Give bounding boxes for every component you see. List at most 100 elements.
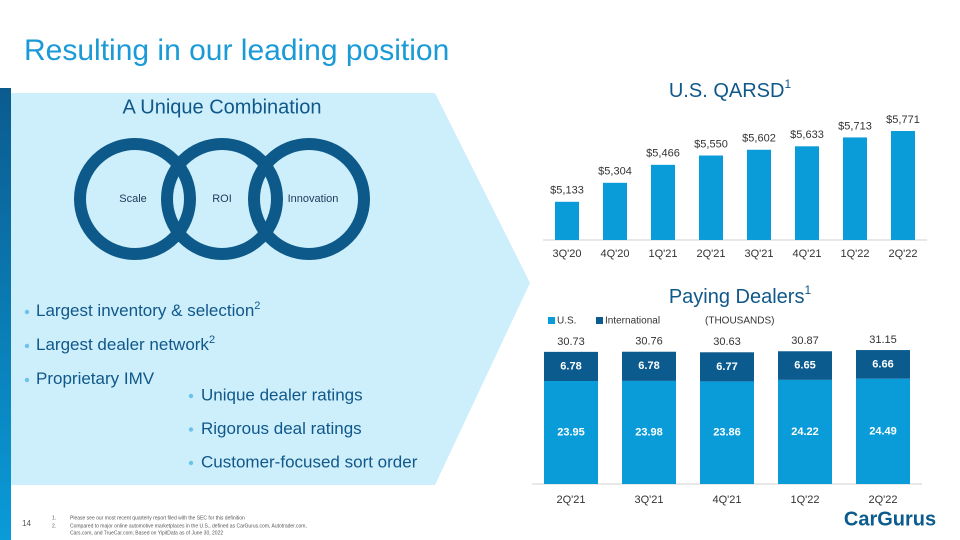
superscript: 2 [254,300,260,312]
chart-title-text: U.S. QARSD [669,80,785,102]
x-tick-label: 2Q'22 [888,248,917,260]
total-label: 30.87 [791,335,819,347]
bullet-dot [24,377,30,383]
segment-label: 6.78 [560,360,581,372]
bullet-text: Largest dealer network [36,335,209,354]
legend-swatch [548,317,555,324]
value-label: $5,602 [742,133,776,145]
bar-segment [700,352,754,382]
x-tick-label: 2Q'21 [696,248,725,260]
footnote-num: 2. [52,523,56,529]
bullet: Customer-focused sort order [201,452,418,471]
side-strip [0,88,11,540]
bar [747,149,771,240]
bar [891,131,915,240]
legend-swatch [596,317,603,324]
x-tick-label: 3Q'21 [744,248,773,260]
chart-title: U.S. QARSD1 [669,77,792,102]
value-label: $5,713 [838,120,872,132]
x-tick-label: 1Q'21 [648,248,677,260]
bullet: Largest inventory & selection2 [36,300,260,321]
total-label: 30.76 [635,336,663,348]
segment-label: 24.22 [791,426,819,438]
value-label: $5,550 [694,138,728,150]
segment-label: 24.49 [869,425,897,437]
x-tick-label: 1Q'22 [840,248,869,260]
legend-label: U.S. [557,316,576,327]
bullet-dot [188,460,194,466]
bar [603,182,627,240]
ring [248,138,370,260]
bullet: Proprietary IMV [36,369,155,388]
footnote: Compared to major online automotive mark… [70,523,307,529]
bar [555,201,579,240]
bar-segment [622,351,676,381]
bar-segment [544,381,598,484]
total-label: 30.73 [557,336,585,348]
segment-label: 23.86 [713,427,741,439]
bar [843,137,867,240]
value-label: $5,133 [550,185,584,197]
footnote: Cars.com, and TrueCar.com; Based on Yipi… [70,530,223,536]
segment-label: 23.98 [635,426,663,438]
x-tick-label: 4Q'20 [600,248,629,260]
segment-label: 6.77 [716,361,737,373]
superscript: 1 [784,77,791,91]
bullet-dot [188,427,194,432]
bar-segment [856,378,910,484]
value-label: $5,304 [598,166,632,178]
chart-subtitle: (THOUSANDS) [705,316,774,327]
bullet-dot [188,393,194,399]
bullet: Unique dealer ratings [201,385,363,404]
legend-label: International [605,316,660,327]
arrow-panel [11,93,530,485]
bar [795,146,819,240]
total-label: 31.15 [869,334,897,346]
superscript: 2 [209,334,215,346]
x-tick-label: 1Q'22 [790,494,819,506]
x-tick-label: 3Q'20 [552,248,581,260]
bullet-dot [24,343,30,349]
x-tick-label: 4Q'21 [712,494,741,506]
bar [651,164,675,240]
rings [74,138,370,260]
slide-title: Resulting in our leading position [24,34,449,67]
combination-title: A Unique Combination [122,96,321,118]
x-tick-label: 2Q'22 [868,494,897,506]
page-number: 14 [22,519,31,528]
bullet: Largest dealer network2 [36,334,215,355]
segment-label: 6.78 [638,360,659,372]
x-tick-label: 4Q'21 [792,248,821,260]
value-label: $5,633 [790,129,824,141]
ring [74,138,196,260]
segment-label: 23.95 [557,426,585,438]
bullet-dot [24,309,30,315]
bar-segment [700,381,754,484]
bullet-text: Proprietary IMV [36,369,155,388]
bullet-text: Largest inventory & selection [36,301,254,320]
footnote: Please see our most recent quarterly rep… [70,515,245,521]
footnote-num: 1. [52,515,56,521]
bar-segment [544,351,598,382]
bar-segment [778,351,832,380]
value-label: $5,771 [886,114,920,126]
segment-label: 6.66 [872,358,893,370]
segment-label: 6.65 [794,359,815,371]
ring-label: ROI [212,193,232,205]
chart-title: Paying Dealers1 [669,283,812,308]
superscript: 1 [804,283,811,297]
bar [699,155,723,240]
total-label: 30.63 [713,336,741,348]
chart-title-text: Paying Dealers [669,286,805,308]
logo: CarGurus [844,508,936,530]
bar-segment [778,379,832,484]
bar-segment [622,380,676,484]
x-tick-label: 3Q'21 [634,494,663,506]
ring-label: Innovation [288,193,339,205]
bullet: Rigorous deal ratings [201,419,362,438]
x-tick-label: 2Q'21 [556,494,585,506]
ring [161,138,283,260]
ring-label: Scale [119,193,147,205]
value-label: $5,466 [646,148,680,160]
